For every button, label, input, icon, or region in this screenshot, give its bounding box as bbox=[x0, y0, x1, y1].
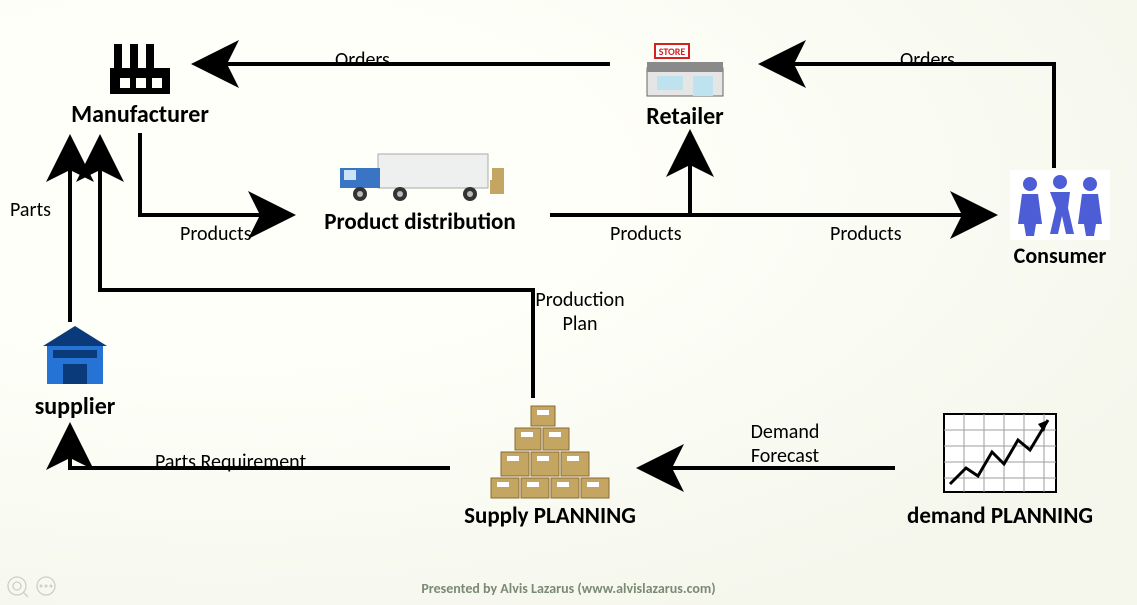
edge-label-products-3: Products bbox=[830, 222, 902, 246]
chart-icon bbox=[940, 410, 1060, 500]
svg-text:STORE: STORE bbox=[659, 45, 686, 58]
node-label: supplier bbox=[35, 392, 116, 421]
node-label: Consumer bbox=[1014, 242, 1107, 269]
diagram-canvas: Manufacturer STORE Retailer Consumer bbox=[0, 0, 1137, 605]
node-supplier: supplier bbox=[20, 320, 130, 421]
node-label: Supply PLANNING bbox=[464, 502, 636, 530]
warehouse-icon bbox=[35, 320, 115, 390]
edge-label-orders-2: Orders bbox=[900, 48, 955, 72]
truck-icon bbox=[330, 150, 510, 206]
people-icon bbox=[1010, 170, 1110, 240]
edge-label-parts-requirement: Parts Requirement bbox=[155, 450, 306, 474]
edge-label-demand-forecast: Demand Forecast bbox=[735, 420, 835, 468]
slide-controls-icon bbox=[6, 573, 66, 599]
node-label: Manufacturer bbox=[71, 100, 209, 129]
edge-label-products-1: Products bbox=[180, 222, 252, 246]
node-retailer: STORE Retailer bbox=[610, 40, 760, 131]
edge-label-products-2: Products bbox=[610, 222, 682, 246]
node-demand-planning: demand PLANNING bbox=[895, 410, 1105, 530]
footer-credit: Presented by Alvis Lazarus (www.alvislaz… bbox=[0, 580, 1137, 597]
boxes-icon bbox=[485, 400, 615, 500]
node-supply-planning: Supply PLANNING bbox=[450, 400, 650, 530]
node-label: Product distribution bbox=[324, 208, 516, 236]
node-manufacturer: Manufacturer bbox=[55, 38, 225, 129]
edge-label-parts: Parts bbox=[10, 198, 51, 222]
node-label: Retailer bbox=[646, 102, 723, 131]
node-distribution: Product distribution bbox=[280, 150, 560, 236]
factory-icon bbox=[100, 38, 180, 98]
node-label: demand PLANNING bbox=[907, 502, 1093, 530]
node-consumer: Consumer bbox=[1000, 170, 1120, 269]
edge-label-production-plan: Production Plan bbox=[525, 288, 635, 336]
edge-label-orders-1: Orders bbox=[335, 48, 390, 72]
store-icon: STORE bbox=[635, 40, 735, 100]
